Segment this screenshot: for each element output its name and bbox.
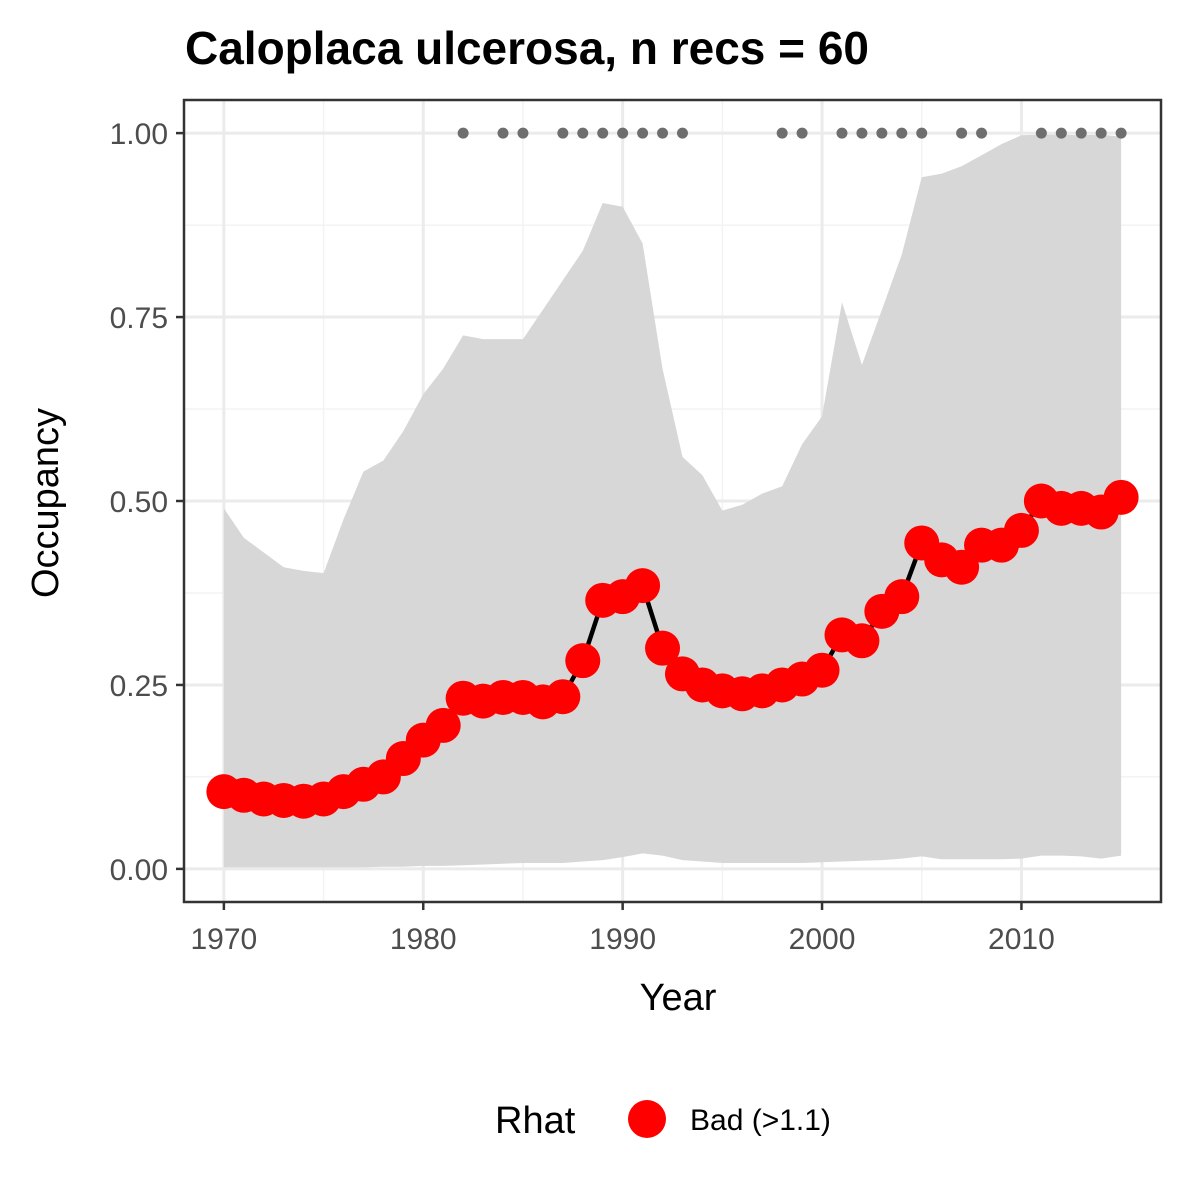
record-dot (497, 127, 509, 139)
record-dot (1055, 127, 1067, 139)
x-tick-label: 2000 (789, 923, 856, 956)
record-dot (457, 127, 469, 139)
x-tick-label: 1980 (390, 923, 457, 956)
occupancy-point (625, 568, 661, 604)
legend-key-bad (628, 1100, 666, 1138)
occupancy-point (645, 630, 681, 666)
occupancy-point (884, 579, 920, 615)
y-tick-label: 1.00 (110, 118, 168, 151)
occupancy-point (565, 643, 601, 679)
x-axis: 1970 1980 1990 2000 2010 (191, 902, 1055, 956)
x-axis-title: Year (640, 977, 717, 1019)
record-dot (676, 127, 688, 139)
record-dot (796, 127, 808, 139)
occupancy-point (804, 652, 840, 688)
occupancy-point (1003, 512, 1039, 548)
record-dot (517, 127, 529, 139)
record-dot (896, 127, 908, 139)
record-dot (657, 127, 669, 139)
record-dot (617, 127, 629, 139)
record-dot (976, 127, 988, 139)
occupancy-point (545, 679, 581, 715)
record-dot (1095, 127, 1107, 139)
chart-title: Caloplaca ulcerosa, n recs = 60 (185, 22, 869, 74)
record-dot (1115, 127, 1127, 139)
record-dot (1075, 127, 1087, 139)
record-dot (916, 127, 928, 139)
y-axis-title: Occupancy (25, 408, 67, 598)
y-tick-label: 0.75 (110, 302, 168, 335)
record-dot (637, 127, 649, 139)
record-dots (457, 127, 1127, 139)
record-dot (856, 127, 868, 139)
x-tick-label: 2010 (988, 923, 1055, 956)
y-tick-label: 0.50 (110, 486, 168, 519)
occupancy-point (425, 707, 461, 743)
record-dot (577, 127, 589, 139)
occupancy-point (844, 623, 880, 659)
record-dot (876, 127, 888, 139)
y-tick-label: 0.25 (110, 670, 168, 703)
x-tick-label: 1990 (589, 923, 656, 956)
legend: Rhat Bad (>1.1) (495, 1100, 831, 1142)
credible-interval-ribbon (223, 134, 1122, 868)
record-dot (956, 127, 968, 139)
occupancy-points (206, 479, 1139, 819)
occupancy-point (1103, 479, 1139, 515)
legend-label-bad: Bad (>1.1) (690, 1104, 831, 1137)
y-axis: 0.00 0.25 0.50 0.75 1.00 (110, 118, 184, 887)
record-dot (836, 127, 848, 139)
legend-title: Rhat (495, 1100, 576, 1142)
credible-interval-area (223, 134, 1122, 868)
record-dot (776, 127, 788, 139)
record-dot (557, 127, 569, 139)
record-dot (597, 127, 609, 139)
y-tick-label: 0.00 (110, 854, 168, 887)
record-dot (1035, 127, 1047, 139)
x-tick-label: 1970 (191, 923, 258, 956)
